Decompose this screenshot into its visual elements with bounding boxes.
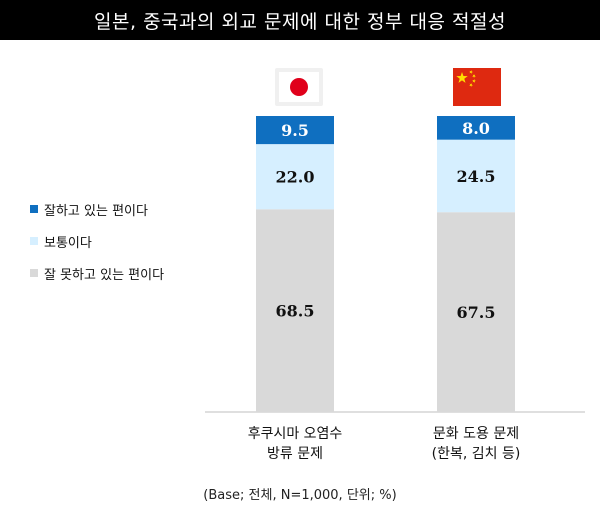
legend-item-good: 잘하고 있는 편이다 (30, 200, 164, 219)
legend-label-neutral: 보통이다 (44, 235, 92, 251)
category-label-line2: 방류 문제 (267, 446, 323, 462)
data-label: 67.5 (457, 303, 496, 322)
legend-label-good: 잘하고 있는 편이다 (44, 203, 148, 219)
footnote: (Base; 전체, N=1,000, 단위; %) (203, 488, 397, 503)
category-label-line2: (한복, 김치 등) (432, 446, 521, 462)
data-label: 68.5 (276, 302, 315, 321)
category-label-line1: 문화 도용 문제 (433, 426, 519, 442)
bar-segment (437, 212, 515, 412)
legend-item-neutral: 보통이다 (30, 232, 164, 251)
china-flag-small-star (472, 79, 476, 83)
bar-segment (256, 144, 334, 210)
bar-segment (256, 209, 334, 412)
data-label: 22.0 (276, 168, 315, 187)
china-flag-small-star (472, 74, 476, 78)
legend-swatch-neutral (30, 237, 38, 245)
legend-label-bad: 잘 못하고 있는 편이다 (44, 267, 165, 283)
bar-segment (437, 139, 515, 213)
legend-swatch-good (30, 205, 38, 213)
japan-flag-sun (290, 78, 308, 96)
china-flag-small-star (469, 70, 473, 74)
bar-segment (256, 116, 334, 145)
legend-item-bad: 잘 못하고 있는 편이다 (30, 264, 165, 283)
china-flag-icon (453, 68, 501, 106)
legend-swatch-bad (30, 269, 38, 277)
category-label-line1: 후쿠시마 오염수 (248, 426, 343, 442)
china-flag-small-star (469, 83, 473, 87)
data-label: 8.0 (462, 119, 490, 138)
data-label: 9.5 (281, 121, 309, 140)
bar-segment (437, 116, 515, 140)
chart-title: 일본, 중국과의 외교 문제에 대한 정부 대응 적절성 (0, 0, 600, 40)
legend: 잘하고 있는 편이다 보통이다 잘 못하고 있는 편이다 (30, 200, 164, 296)
data-label: 24.5 (457, 167, 496, 186)
china-flag-big-star (456, 72, 468, 83)
